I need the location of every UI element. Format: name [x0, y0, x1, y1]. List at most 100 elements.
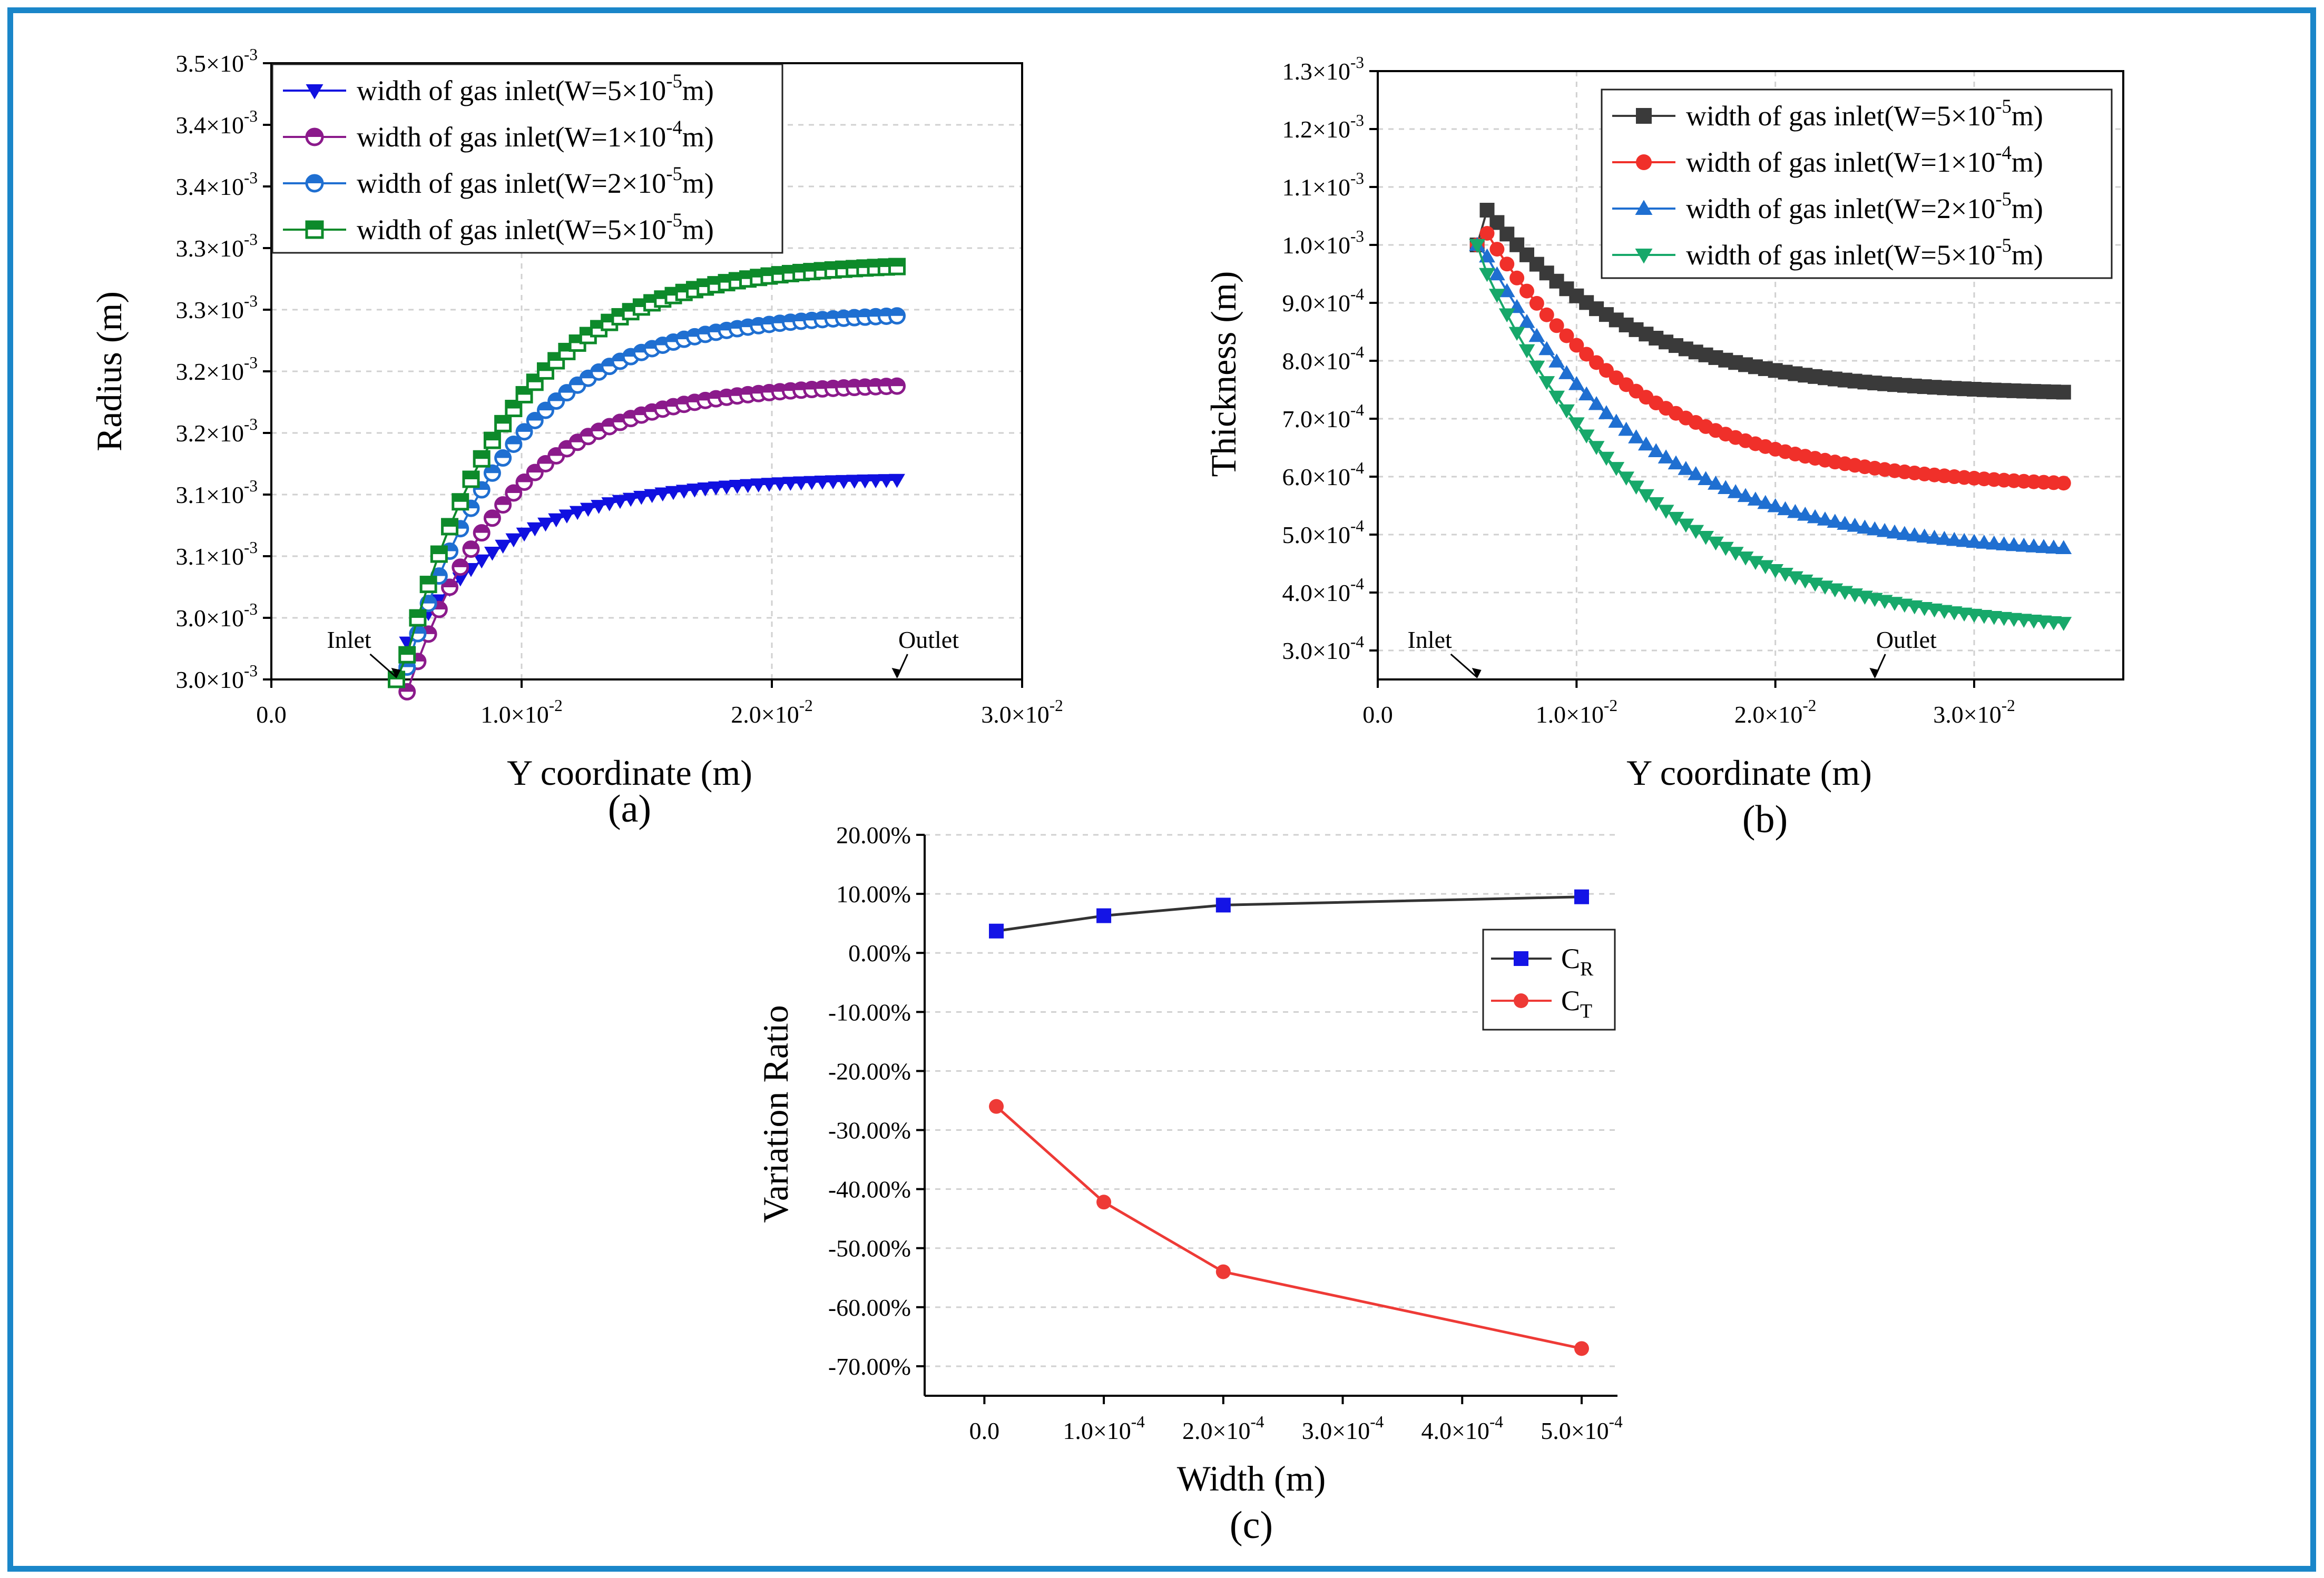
b-series-2-point-56 — [2025, 538, 2042, 553]
a-series-3-point-6-fill — [453, 494, 468, 502]
b-series-3-point-29 — [1757, 560, 1774, 575]
a-series-3-point-4-fill — [432, 547, 447, 555]
a-series-0-point-30 — [708, 481, 724, 496]
a-ytick-label-1: 3.0×10-3 — [176, 600, 258, 632]
b-ytick-label-7-base: 1.0×10 — [1282, 232, 1350, 259]
a-series-0-point-39 — [803, 476, 820, 490]
b-legend-label-0-exp: -5 — [1995, 95, 2012, 117]
b-legend-label-1-exp: -4 — [1995, 142, 2012, 163]
a-ytick-label-4-exp: -3 — [244, 415, 258, 433]
a-legend-marker-1-fill — [307, 129, 322, 137]
a-legend-label-1-name: width of gas inlet(W=1×10 — [357, 121, 666, 153]
b-series-3-point-26 — [1727, 547, 1744, 561]
a-series-2-point-47-fill — [889, 308, 905, 316]
b-legend-label-3-name: width of gas inlet(W=5×10 — [1686, 239, 1995, 271]
b-series-2-point-30 — [1767, 498, 1784, 512]
b-series-2-point-21 — [1678, 461, 1694, 475]
b-series-2-point-29 — [1757, 495, 1774, 509]
a-series-2-point-47 — [888, 307, 906, 325]
b-legend-label-2-tail: m) — [2012, 193, 2043, 224]
b-series-3-point-15 — [1618, 471, 1635, 486]
b-series-2-point-52 — [1986, 535, 2003, 550]
a-ytick-label-6: 3.3×10-3 — [176, 292, 258, 323]
b-series-2-point-57 — [2035, 539, 2052, 553]
b-series-2-point-14 — [1608, 413, 1625, 428]
a-series-2-point-12 — [515, 423, 533, 441]
c-legend-marker-0 — [1514, 951, 1528, 966]
a-series-1-point-7-fill — [463, 541, 478, 549]
a-series-3 — [388, 258, 906, 688]
b-legend-label-1: width of gas inlet(W=1×10-4m) — [1686, 142, 2043, 178]
a-series-0-point-22 — [622, 492, 639, 507]
a-series-3-point-15 — [547, 352, 565, 370]
a-series-0-point-19 — [591, 500, 607, 514]
b-series-3-point-1 — [1479, 268, 1495, 282]
a-ytick-label-2-exp: -3 — [244, 538, 258, 557]
c-legend-marker-1 — [1514, 993, 1528, 1008]
b-xtick-label-3: 3.0×10-2 — [1933, 696, 2015, 728]
b-series-2-point-55 — [2015, 537, 2032, 552]
b-series-1-point-4 — [1509, 270, 1525, 285]
c-ytick-label-2: 0.00% — [848, 940, 911, 966]
a-x-axis-label: Y coordinate (m) — [507, 753, 752, 793]
b-series-0-point-59 — [2056, 384, 2071, 400]
a-series-0-point-23 — [633, 490, 650, 505]
a-xtick-label-2-base: 2.0×10 — [731, 701, 799, 728]
c-ytick-label-4: -20.00% — [828, 1058, 911, 1084]
c-xtick-label-1-base: 1.0×10 — [1063, 1417, 1131, 1444]
a-series-0-point-44 — [857, 474, 874, 489]
b-ytick-label-7: 1.0×10-3 — [1282, 227, 1365, 259]
a-series-0-point-16 — [558, 509, 575, 524]
b-ytick-label-5-exp: -4 — [1350, 343, 1364, 361]
b-x-axis-label: Y coordinate (m) — [1626, 753, 1872, 793]
a-series-0-point-20 — [601, 497, 618, 511]
b-series-3-point-7 — [1538, 376, 1555, 390]
a-annotation-head-1 — [891, 668, 901, 678]
a-series-0-point-25 — [654, 487, 671, 502]
a-ytick-label-0: 3.0×10-3 — [176, 662, 258, 693]
a-series-0-point-29 — [697, 482, 714, 497]
chart-c: 20.00% 10.00% 0.00% -10.00% -20.00% -30.00% -4… — [756, 822, 1623, 1547]
a-series-1-point-9-fill — [485, 510, 500, 518]
a-annotation-0: Inlet — [327, 626, 371, 653]
b-legend-marker-1 — [1636, 154, 1652, 170]
a-ytick-label-6-exp: -3 — [244, 292, 258, 310]
c-ytick-label-2-base: 0.00% — [848, 940, 911, 966]
c-series-0 — [989, 889, 1589, 939]
a-series-0-point-9 — [484, 547, 501, 561]
b-series-2-point-10 — [1568, 376, 1585, 390]
a-ytick-label-10: 3.5×10-3 — [176, 45, 258, 77]
c-ytick-label-9-base: -70.00% — [828, 1353, 911, 1380]
b-ytick-label-10: 1.3×10-3 — [1282, 53, 1365, 85]
a-series-3-point-8 — [473, 450, 491, 468]
b-ytick-label-4-exp: -4 — [1350, 401, 1364, 419]
b-series-3-point-6 — [1528, 360, 1545, 375]
b-series-2-point-58 — [2045, 539, 2062, 554]
a-ytick-label-8-base: 3.4×10 — [176, 173, 244, 200]
a-series-3-point-9 — [483, 431, 501, 449]
b-series-3-point-19 — [1658, 505, 1674, 519]
b-annotation-head-1 — [1869, 668, 1879, 678]
a-ytick-label-0-exp: -3 — [244, 662, 258, 680]
c-xtick-label-1: 1.0×10-4 — [1063, 1413, 1145, 1444]
c-ytick-label-5-base: -30.00% — [828, 1117, 911, 1144]
b-series-2-point-3 — [1498, 283, 1515, 298]
a-series-1-point-8 — [473, 524, 491, 542]
a-annotation-arrow-0 — [369, 653, 397, 678]
a-series-0-point-33 — [740, 479, 756, 494]
a-series-3-point-47-fill — [889, 259, 905, 267]
b-series-2-point-5 — [1518, 313, 1535, 328]
c-ytick-label-3-base: -10.00% — [828, 999, 911, 1025]
b-series-2-point-44 — [1906, 527, 1923, 541]
b-series-1-point-2 — [1489, 242, 1505, 257]
a-series-1-point-6-fill — [453, 559, 468, 567]
c-legend-label-0-name: C — [1561, 943, 1580, 974]
b-legend-label-2: width of gas inlet(W=2×10-5m) — [1686, 188, 2043, 224]
a-series-1-point-8-fill — [474, 525, 489, 533]
b-legend-label-3-tail: m) — [2012, 239, 2043, 271]
c-xtick-label-0-base: 0.0 — [969, 1417, 1000, 1444]
b-series-3-point-20 — [1668, 511, 1684, 526]
b-series-3-point-14 — [1608, 462, 1625, 476]
a-series-2-point-11 — [505, 435, 523, 453]
